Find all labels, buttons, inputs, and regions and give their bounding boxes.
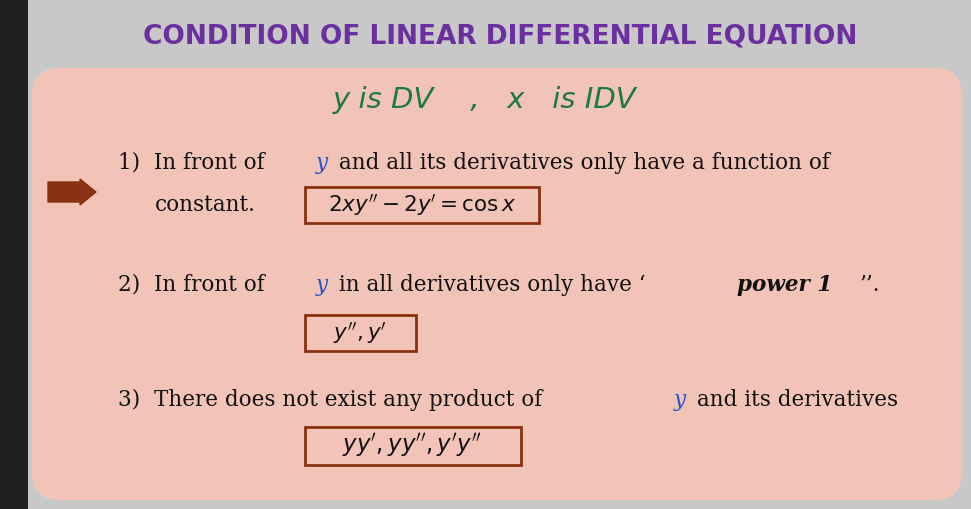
Text: y: y [674, 389, 686, 411]
Text: $yy', yy'', y'y''$: $yy', yy'', y'y''$ [342, 432, 482, 460]
Text: y: y [317, 152, 328, 174]
Text: ’’.: ’’. [859, 274, 880, 296]
FancyArrow shape [48, 179, 96, 205]
Text: $y'', y'$: $y'', y'$ [333, 320, 386, 346]
Text: 3)  There does not exist any product of: 3) There does not exist any product of [118, 389, 550, 411]
Text: CONDITION OF LINEAR DIFFERENTIAL EQUATION: CONDITION OF LINEAR DIFFERENTIAL EQUATIO… [143, 23, 857, 49]
FancyBboxPatch shape [0, 0, 28, 509]
Text: y is DV    ,   x   is IDV: y is DV , x is IDV [333, 86, 637, 114]
Text: y: y [317, 274, 328, 296]
Text: and all its derivatives only have a function of: and all its derivatives only have a func… [332, 152, 836, 174]
Text: constant.: constant. [155, 194, 256, 216]
Text: power 1: power 1 [737, 274, 832, 296]
Text: and its derivatives: and its derivatives [690, 389, 898, 411]
Text: in all derivatives only have ‘: in all derivatives only have ‘ [332, 274, 646, 296]
Text: 1)  In front of: 1) In front of [118, 152, 272, 174]
Text: 2)  In front of: 2) In front of [118, 274, 272, 296]
FancyBboxPatch shape [32, 68, 962, 500]
Text: $2xy'' - 2y' = \cos x$: $2xy'' - 2y' = \cos x$ [328, 192, 517, 218]
